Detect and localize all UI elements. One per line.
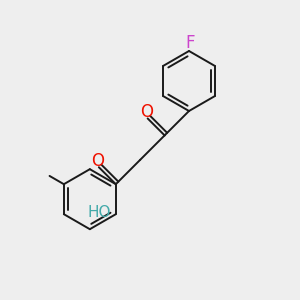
Text: HO: HO: [88, 205, 111, 220]
Text: O: O: [140, 103, 153, 121]
Text: O: O: [91, 152, 104, 169]
Text: F: F: [186, 34, 195, 52]
